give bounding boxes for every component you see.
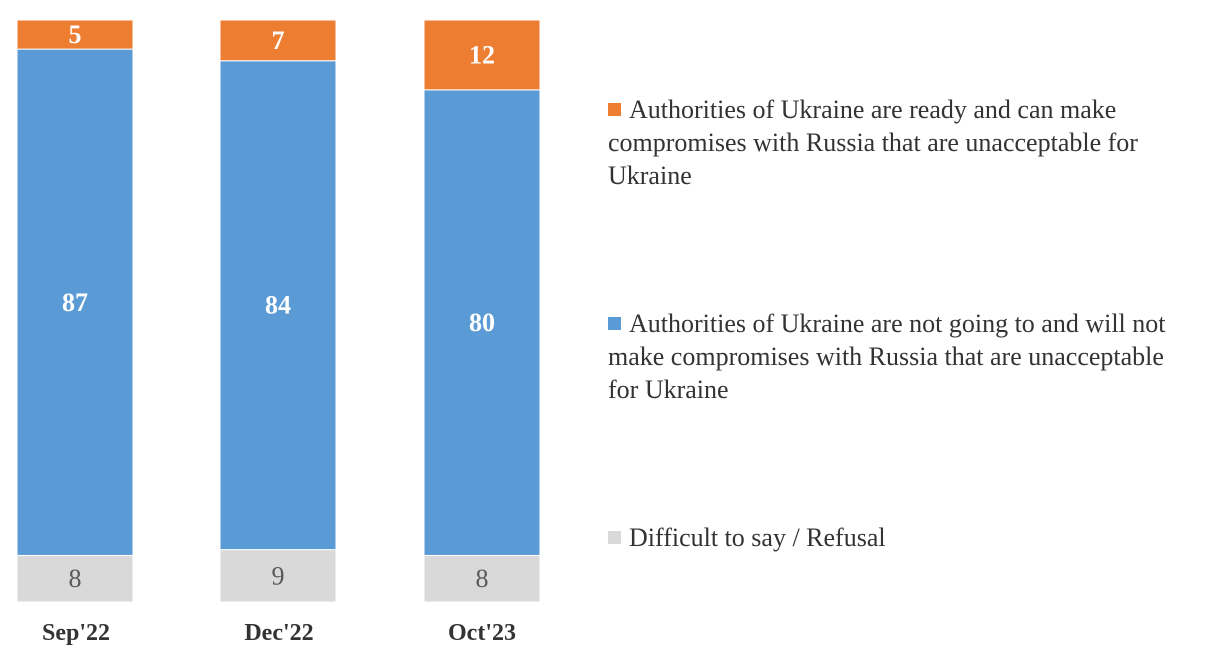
bar-segment-dec-22-series-0	[219, 549, 337, 603]
bar-segment-dec-22-series-2	[219, 19, 337, 62]
category-label-sep22: Sep'22	[41, 620, 110, 646]
legend-label-difficult: Difficult to say / Refusal	[629, 523, 886, 552]
data-label-dec-22-series-0: 9	[272, 561, 285, 590]
legend-swatch-orange	[608, 103, 621, 116]
data-label-sep-22-series-1: 87	[62, 288, 88, 317]
legend-label-ready-compromise: Authorities of Ukraine are ready and can…	[608, 95, 1138, 190]
data-label-oct-23-series-0: 8	[476, 564, 489, 593]
bar-segment-sep-22-series-2	[16, 19, 134, 50]
category-label-dec22: Dec'22	[244, 620, 314, 646]
data-label-sep-22-series-0: 8	[69, 564, 82, 593]
category-label-oct23: Oct'23	[448, 620, 516, 646]
legend-swatch-blue	[608, 317, 621, 330]
data-label-dec-22-series-1: 84	[265, 291, 291, 320]
data-label-sep-22-series-2: 5	[69, 20, 82, 49]
data-label-dec-22-series-2: 7	[272, 26, 285, 55]
data-label-oct-23-series-1: 80	[469, 308, 495, 337]
legend-item-ready-compromise: Authorities of Ukraine are ready and can…	[608, 93, 1198, 192]
legend-swatch-gray	[608, 531, 621, 544]
bar-segment-oct-23-series-1	[423, 89, 541, 556]
bar-segment-dec-22-series-1	[219, 60, 337, 551]
bar-segment-oct-23-series-2	[423, 19, 541, 91]
legend-item-no-compromise: Authorities of Ukraine are not going to …	[608, 307, 1198, 406]
legend-item-difficult: Difficult to say / Refusal	[608, 521, 1198, 554]
bar-segment-sep-22-series-0	[16, 554, 134, 603]
bar-segment-sep-22-series-1	[16, 48, 134, 556]
legend-label-no-compromise: Authorities of Ukraine are not going to …	[608, 309, 1166, 404]
bar-segment-oct-23-series-0	[423, 554, 541, 603]
stacked-bar-chart: 8 87 5 9 84 7 8 80 12	[16, 19, 541, 603]
data-label-oct-23-series-2: 12	[469, 40, 495, 69]
